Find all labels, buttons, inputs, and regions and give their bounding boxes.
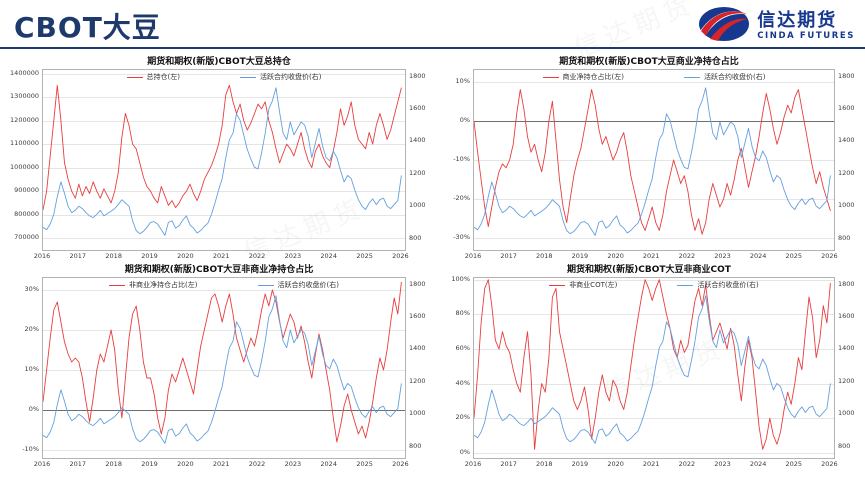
x-axis: 2016 2017 2018 2019 2020 2021 2022 2023 2024 2025… <box>33 460 409 468</box>
legend-line-blue <box>257 284 274 286</box>
right-axis: 1800 1600 1400 1200 1000 800 <box>838 71 855 242</box>
legend-line-blue <box>684 76 700 78</box>
logo-name-cn: 信达期货 <box>757 9 838 31</box>
right-axis: 1800 1600 1400 1200 1000 800 <box>409 279 426 450</box>
left-axis: 30% 20% 10% 0% -10% <box>22 285 39 453</box>
chart-commercial-net-ratio: 期货和期权(新版)CBOT大豆商业净持仓占比 10% 0% -10% -20% -30%… <box>437 56 861 262</box>
legend-label: 总持仓(左) <box>146 73 180 81</box>
legend-label: 活跃合约收盘价(右) <box>697 281 759 289</box>
x-axis: 2016 2017 2018 2019 2020 2021 2022 2023 2024 2025… <box>33 252 409 260</box>
plot-area: 非商业COT(左) 活跃合约收盘价(右) <box>473 277 835 459</box>
legend-line-red <box>542 76 559 78</box>
legend-line-blue <box>677 284 694 286</box>
chart-title: 期货和期权(新版)CBOT大豆非商业COT <box>567 265 731 275</box>
x-axis: 2016 2017 2018 2019 2020 2021 2022 2023 2024 2025… <box>464 460 838 468</box>
plot-area: 总持仓(左) 活跃合约收盘价(右) <box>42 69 406 251</box>
left-axis: 100% 80% 60% 40% 20% 0% <box>451 274 470 456</box>
page-title: CBOT大豆 <box>14 11 161 44</box>
chart-legend: 总持仓(左) 活跃合约收盘价(右) <box>43 72 405 82</box>
left-axis: 1400000 1300000 1200000 1100000 1000000 90000… <box>10 68 39 242</box>
legend-label: 活跃合约收盘价(右) <box>260 73 322 81</box>
x-axis: 2016 2017 2018 2019 2020 2021 2022 2023 2024 2025… <box>464 252 838 260</box>
legend-line-red <box>126 76 143 78</box>
logo-mark-icon <box>698 3 750 49</box>
legend-label: 活跃合约收盘价(右) <box>277 281 339 289</box>
legend-line-red <box>109 284 126 286</box>
legend-label: 非商业COT(左) <box>569 281 618 289</box>
chart-noncommercial-cot: 期货和期权(新版)CBOT大豆非商业COT 100% 80% 60% 40% 20% 0%… <box>437 264 861 470</box>
company-logo: 信达期货 CINDA FUTURES <box>698 3 855 49</box>
chart-legend: 商业净持仓占比(左) 活跃合约收盘价(右) <box>474 72 834 82</box>
legend-line-red <box>549 284 566 286</box>
logo-name-en: CINDA FUTURES <box>757 30 855 41</box>
chart-noncommercial-net-ratio: 期货和期权(新版)CBOT大豆非商业净持仓占比 30% 20% 10% 0% -10% … <box>6 264 432 470</box>
chart-legend: 非商业净持仓占比(左) 活跃合约收盘价(右) <box>43 280 405 290</box>
chart-legend: 非商业COT(左) 活跃合约收盘价(右) <box>474 280 834 290</box>
legend-label: 商业净持仓占比(左) <box>562 73 624 81</box>
chart-total-open-interest: 期货和期权(新版)CBOT大豆总持仓 1400000 1300000 1200000… <box>6 56 432 262</box>
chart-title: 期货和期权(新版)CBOT大豆商业净持仓占比 <box>559 57 739 67</box>
plot-area: 非商业净持仓占比(左) 活跃合约收盘价(右) <box>42 277 406 459</box>
header-divider <box>0 47 865 49</box>
chart-title: 期货和期权(新版)CBOT大豆总持仓 <box>147 57 291 67</box>
right-axis: 1800 1600 1400 1200 1000 800 <box>409 71 426 242</box>
left-axis: 10% 0% -10% -20% -30% <box>453 76 470 242</box>
legend-label: 活跃合约收盘价(右) <box>704 73 766 81</box>
plot-area: 商业净持仓占比(左) 活跃合约收盘价(右) <box>473 69 835 251</box>
legend-line-blue <box>240 76 256 78</box>
right-axis: 1800 1600 1400 1200 1000 800 <box>838 279 855 450</box>
legend-label: 非商业净持仓占比(左) <box>129 281 198 289</box>
chart-title: 期货和期权(新版)CBOT大豆非商业净持仓占比 <box>124 265 314 275</box>
